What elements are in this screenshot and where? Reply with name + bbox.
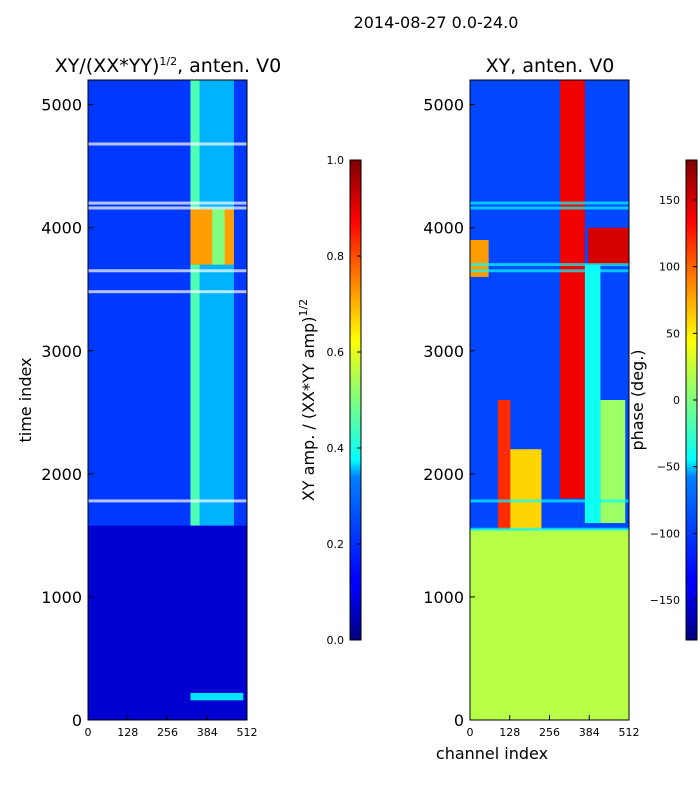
left-y-tick-label: 1000 — [41, 588, 82, 607]
right-y-tick-label: 5000 — [423, 96, 464, 115]
left-heatmap-region — [190, 80, 200, 526]
left-heatmap-region — [190, 692, 244, 701]
left-flagged-row — [88, 290, 247, 294]
left-panel: XY/(XX*YY)1/2, anten. V0 0 128 256 384 512 0 1… — [16, 55, 281, 739]
left-y-tick-label: 5000 — [41, 96, 82, 115]
right-heatmap-region — [584, 264, 601, 524]
right-heatmap-region — [588, 227, 629, 265]
left-title-main: XY/(XX*YY) — [55, 55, 160, 77]
right-heatmap — [470, 80, 629, 720]
right-flagged-row — [470, 206, 629, 210]
right-x-tick-label: 128 — [499, 726, 520, 739]
right-panel-title: XY, anten. V0 — [486, 55, 615, 77]
right-colorbar-tick-label: 100 — [659, 261, 680, 274]
right-axes-ticks: 0 128 256 384 512 0 1000 2000 3000 4000 5000 — [423, 96, 639, 739]
left-y-tick-label: 4000 — [41, 219, 82, 238]
left-panel-title: XY/(XX*YY)1/2, anten. V0 — [55, 55, 281, 77]
left-colorbar-label: XY amp. / (XX*YY amp)1/2 — [297, 299, 318, 501]
left-axes-ticks: 0 128 256 384 512 0 1000 2000 3000 4000 5000 — [41, 96, 257, 739]
left-x-tick-label: 0 — [85, 726, 92, 739]
left-colorbar-tick-label: 0.4 — [327, 442, 345, 455]
left-colorbar-tick-label: 0.0 — [327, 634, 345, 647]
figure-suptitle: 2014-08-27 0.0-24.0 — [354, 13, 519, 32]
right-heatmap-region — [510, 449, 542, 530]
left-y-tick-label: 0 — [72, 711, 82, 730]
left-x-tick-label: 512 — [237, 726, 258, 739]
right-y-tick-label: 0 — [454, 711, 464, 730]
right-colorbar: −150 −100 −50 0 50 100 150 phase (deg.) — [628, 159, 698, 641]
left-ylabel: time index — [16, 357, 35, 442]
right-xlabel: channel index — [436, 744, 548, 763]
left-x-tick-label: 384 — [197, 726, 218, 739]
right-colorbar-tick-label: 50 — [666, 327, 680, 340]
left-heatmap-region — [199, 80, 234, 526]
right-flagged-row — [470, 499, 629, 503]
left-x-tick-label: 128 — [117, 726, 138, 739]
left-colorbar-tick-label: 1.0 — [327, 154, 345, 167]
left-colorbar: 0.0 0.2 0.4 0.6 0.8 1.0 XY amp. / (XX*YY amp)… — [297, 154, 362, 647]
left-colorbar-ticks: 0.0 0.2 0.4 0.6 0.8 1.0 — [327, 154, 361, 647]
left-colorbar-tick-label: 0.2 — [327, 538, 345, 551]
left-flagged-row — [88, 499, 247, 503]
right-y-tick-label: 2000 — [423, 465, 464, 484]
left-heatmap-region — [88, 525, 247, 720]
right-y-tick-label: 4000 — [423, 219, 464, 238]
left-colorbar-tick-label: 0.8 — [327, 250, 345, 263]
right-flagged-row — [470, 263, 629, 267]
right-flagged-row — [470, 201, 629, 205]
left-title-tail: , anten. V0 — [177, 55, 281, 77]
left-colorbar-tick-label: 0.6 — [327, 346, 345, 359]
right-colorbar-tick-label: −50 — [657, 461, 680, 474]
left-y-tick-label: 2000 — [41, 465, 82, 484]
right-colorbar-tick-label: 0 — [673, 394, 680, 407]
left-heatmap-region — [212, 209, 225, 265]
left-colorbar-bar — [349, 159, 362, 641]
left-heatmap — [88, 80, 247, 720]
right-colorbar-tick-label: −150 — [650, 594, 680, 607]
right-x-tick-label: 256 — [539, 726, 560, 739]
right-x-tick-label: 384 — [579, 726, 600, 739]
right-x-tick-label: 512 — [619, 726, 640, 739]
right-y-tick-label: 1000 — [423, 588, 464, 607]
right-flagged-row — [470, 269, 629, 273]
right-heatmap-region — [497, 400, 511, 530]
right-x-tick-label: 0 — [467, 726, 474, 739]
right-heatmap-region — [560, 80, 585, 499]
right-heatmap-region — [600, 400, 626, 524]
right-panel: XY, anten. V0 0 128 256 384 512 0 1000 2000 3000… — [423, 55, 639, 763]
right-colorbar-ticks: −150 −100 −50 0 50 100 150 — [650, 194, 697, 607]
right-colorbar-label: phase (deg.) — [628, 349, 647, 450]
right-heatmap-region — [470, 529, 629, 720]
left-colorbar-label-main: XY amp. / (XX*YY amp) — [299, 317, 318, 502]
left-y-tick-label: 3000 — [41, 342, 82, 361]
left-title-exp: 1/2 — [159, 55, 177, 68]
left-colorbar-label-exp: 1/2 — [297, 299, 310, 317]
right-heatmap-region — [470, 240, 489, 277]
left-flagged-row — [88, 201, 247, 205]
right-colorbar-tick-label: 150 — [659, 194, 680, 207]
right-flagged-row — [470, 527, 629, 531]
left-flagged-row — [88, 142, 247, 146]
right-colorbar-tick-label: −100 — [650, 527, 680, 540]
left-flagged-row — [88, 269, 247, 273]
left-x-tick-label: 256 — [157, 726, 178, 739]
right-y-tick-label: 3000 — [423, 342, 464, 361]
left-flagged-row — [88, 206, 247, 210]
